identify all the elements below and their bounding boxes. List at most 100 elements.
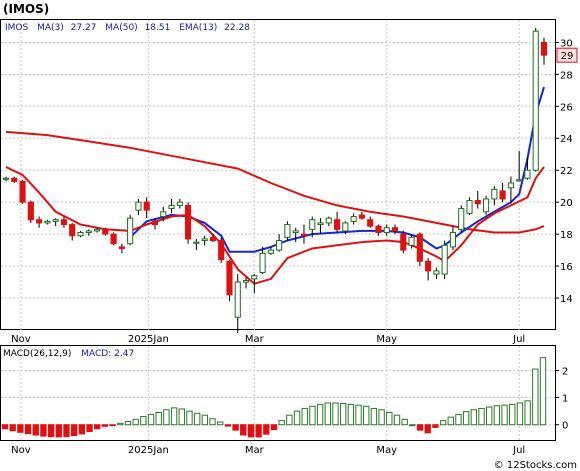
macd-bar	[439, 420, 447, 426]
price-y-tick-label: 14	[560, 294, 573, 305]
candle-body	[2, 177, 10, 180]
macd-bar	[147, 413, 155, 426]
macd-bar	[63, 424, 70, 438]
macd-bar	[455, 413, 462, 426]
macd-bar	[101, 424, 109, 427]
price-y-tick-label: 28	[560, 70, 573, 81]
macd-x-tick-label: Jul	[512, 445, 525, 456]
candle-body	[193, 241, 200, 244]
candle-body	[11, 177, 18, 182]
watermark: © 12Stocks.com	[494, 460, 577, 471]
candle-body	[416, 233, 423, 262]
candle-body	[292, 230, 299, 234]
candle-body	[118, 246, 125, 250]
macd-bar	[401, 418, 408, 426]
macd-bar	[224, 424, 232, 427]
legend-ma-long-label: MA(50)	[105, 23, 137, 33]
legend-ema-value: 22.28	[224, 23, 250, 33]
candle-body	[309, 219, 316, 230]
macd-bar	[409, 424, 416, 427]
macd-x-tick-label: Mar	[245, 445, 265, 456]
candle-body	[300, 233, 308, 237]
macd-bar	[470, 409, 478, 426]
candle-body	[135, 201, 142, 211]
price-x-tick-labels: Nov2025JanMarMayJulSepNov	[11, 334, 525, 345]
legend-macd-value: 2.47	[114, 349, 134, 359]
candle-body	[168, 204, 175, 210]
macd-bar	[47, 424, 55, 438]
macd-bar	[86, 424, 93, 433]
macd-bar	[140, 416, 147, 426]
macd-bar	[124, 420, 132, 426]
candle-body	[27, 201, 34, 221]
macd-bar	[1, 424, 9, 430]
macd-bar	[524, 400, 531, 426]
macd-bar	[370, 407, 378, 426]
macd-bar	[478, 407, 485, 426]
candle-body	[276, 240, 283, 251]
candle-body	[425, 260, 432, 272]
candle-body	[449, 232, 457, 248]
macd-y-tick-labels: 0 1 2	[555, 366, 568, 432]
macd-bar	[316, 403, 324, 426]
candle-body	[491, 188, 498, 200]
candle-body	[325, 217, 332, 224]
candle-body	[391, 227, 399, 232]
macd-bar	[347, 403, 355, 426]
candle-body	[251, 275, 258, 280]
macd-bar	[386, 412, 393, 426]
candle-body	[540, 41, 548, 56]
macd-bar	[232, 424, 239, 431]
candle-body	[482, 198, 490, 213]
macd-bar	[509, 403, 516, 426]
price-y-tick-label: 18	[560, 230, 573, 241]
candle-body	[143, 201, 150, 211]
macd-bar	[155, 412, 162, 426]
candle-body	[524, 169, 531, 179]
macd-bar	[278, 420, 285, 426]
macd-bar	[247, 424, 255, 438]
macd-bar	[332, 402, 339, 426]
macd-bar	[486, 406, 493, 426]
price-x-tick-label: Nov	[11, 334, 31, 345]
chart-title: (IMOS)	[3, 2, 49, 16]
candle-body	[367, 219, 374, 227]
candle-body	[226, 260, 233, 296]
candle-body	[358, 214, 365, 219]
macd-x-tick-label: Nov	[11, 445, 31, 456]
macd-bar	[255, 424, 262, 438]
candle-body	[93, 228, 101, 232]
macd-x-tick-label: May	[376, 445, 397, 456]
candle-body	[160, 211, 167, 218]
macd-bar	[170, 407, 178, 426]
macd-bar	[416, 424, 424, 431]
candle-body	[532, 30, 539, 171]
macd-bar	[178, 408, 185, 426]
candle-body	[234, 281, 241, 318]
price-y-tick-label: 16	[560, 262, 573, 273]
candle-body	[185, 204, 192, 240]
ema-line	[129, 86, 545, 253]
candle-body	[350, 216, 357, 222]
macd-bar	[94, 424, 101, 430]
price-gridlines	[1, 20, 555, 330]
price-x-tick-label: Jul	[512, 334, 525, 345]
macd-bar	[78, 424, 86, 435]
candle-body	[433, 270, 440, 275]
macd-histogram	[1, 357, 547, 438]
macd-bar	[539, 357, 547, 426]
macd-gridlines	[1, 346, 555, 441]
candle-body	[36, 219, 43, 224]
macd-bar	[424, 424, 431, 434]
candle-body	[85, 230, 92, 234]
macd-bar	[309, 405, 316, 426]
candle-body	[466, 200, 473, 214]
macd-bar	[286, 414, 293, 426]
candle-body	[284, 224, 291, 238]
macd-bar	[378, 409, 385, 426]
macd-bar	[163, 409, 170, 426]
macd-bar	[217, 421, 224, 426]
candle-body	[383, 227, 390, 234]
macd-bar	[117, 422, 124, 426]
